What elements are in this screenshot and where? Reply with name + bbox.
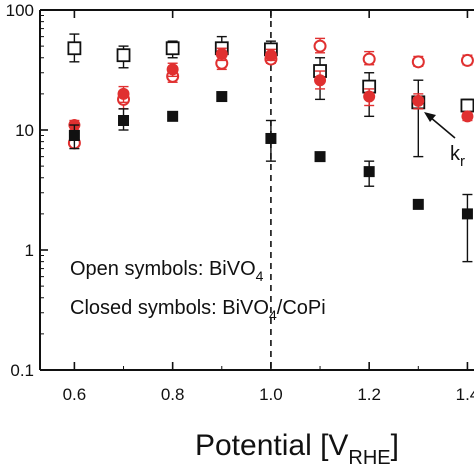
- x-tick-label: 1.4: [456, 385, 474, 404]
- data-point-open-circle: [460, 53, 474, 67]
- data-point-closed-circle: [412, 94, 425, 107]
- y-tick-label: 100: [6, 1, 34, 20]
- x-tick-label: 1.2: [357, 385, 381, 404]
- data-point-open-circle: [411, 55, 425, 69]
- data-point-closed-circle: [363, 90, 376, 103]
- data-point-open-square: [116, 48, 131, 63]
- data-point-open-circle: [362, 52, 376, 66]
- x-tick-label: 0.8: [161, 385, 185, 404]
- data-point-closed-square: [118, 114, 130, 126]
- y-tick-label: 10: [15, 121, 34, 140]
- annotation-open-symbols: Open symbols: BiVO4: [70, 258, 264, 284]
- annotation-closed-symbols: Closed symbols: BiVO4/CoPi: [70, 297, 326, 323]
- data-point-closed-circle: [264, 49, 277, 62]
- data-point-open-square: [165, 41, 180, 56]
- x-tick-label: 0.6: [63, 385, 87, 404]
- y-tick-label: 0.1: [10, 361, 34, 380]
- data-point-closed-circle: [117, 87, 130, 100]
- data-point-closed-square: [167, 110, 179, 122]
- data-point-closed-circle: [461, 110, 474, 123]
- data-point-closed-circle: [166, 63, 179, 76]
- data-point-closed-square: [461, 208, 473, 220]
- data-point-closed-square: [68, 129, 80, 141]
- k-label: kr: [450, 143, 465, 170]
- x-tick-label: 1.0: [259, 385, 283, 404]
- data-point-closed-square: [412, 198, 424, 210]
- data-point-closed-square: [216, 91, 228, 103]
- data-point-open-square: [67, 41, 82, 56]
- k-arrow-line: [429, 116, 456, 139]
- plot-area: 0.1 1 10 100 0.6 0.8 1.0 1.2 1.4: [6, 1, 474, 404]
- data-point-open-square: [460, 98, 474, 113]
- data-point-closed-circle: [314, 74, 327, 87]
- x-axis-label: Potential [VRHE]: [195, 429, 399, 469]
- y-tick-label: 1: [25, 241, 34, 260]
- data-point-open-circle: [313, 39, 327, 53]
- data-point-closed-square: [363, 166, 375, 178]
- markers-layer: [67, 33, 474, 263]
- data-point-closed-circle: [215, 47, 228, 60]
- data-point-closed-square: [265, 132, 277, 144]
- data-point-closed-square: [314, 151, 326, 163]
- k-arrow-head: [424, 112, 436, 122]
